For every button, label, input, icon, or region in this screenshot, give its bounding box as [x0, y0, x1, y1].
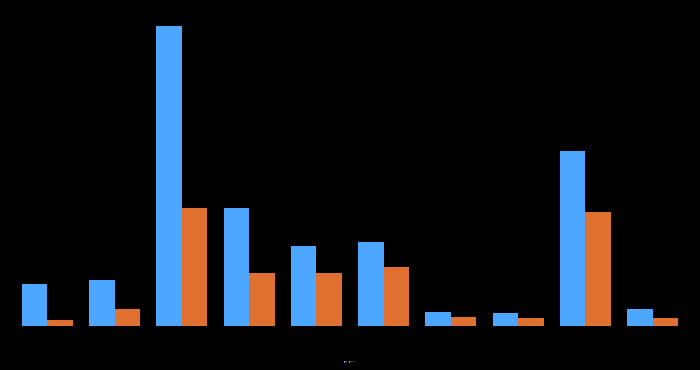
Bar — [182, 208, 207, 326]
Bar — [426, 312, 451, 326]
Bar — [22, 284, 48, 326]
Bar — [493, 313, 518, 326]
Bar — [290, 246, 316, 326]
Bar — [115, 309, 140, 326]
Bar — [48, 320, 73, 326]
Bar — [358, 242, 384, 326]
Bar — [585, 212, 611, 326]
Bar — [384, 266, 409, 326]
Bar — [156, 26, 182, 326]
Bar — [627, 309, 652, 326]
Bar — [223, 208, 249, 326]
Bar — [89, 280, 115, 326]
Bar — [518, 318, 544, 326]
Bar — [451, 316, 477, 326]
Legend: AQE, No AQE: AQE, No AQE — [344, 361, 356, 363]
Bar — [652, 318, 678, 326]
Bar — [249, 273, 274, 326]
Bar — [316, 273, 342, 326]
Bar — [560, 151, 585, 326]
